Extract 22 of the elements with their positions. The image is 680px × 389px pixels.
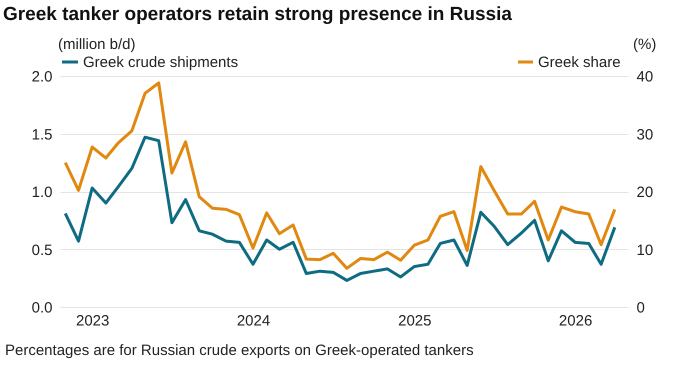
x-tick-label: 2026: [558, 312, 592, 330]
y-tick-label: 0.0: [32, 300, 52, 316]
y2-tick-label: 30: [636, 126, 654, 144]
chart-title: Greek tanker operators retain strong presence in Russia: [3, 4, 512, 25]
text: Percentages are for Russian crude exports on Greek-operated tankers: [5, 342, 474, 359]
y-tick-label: 0.5: [32, 242, 52, 259]
y2-tick-label: 40: [636, 68, 654, 86]
y2-tick-label: 0: [636, 300, 645, 316]
x-tick-label: 2024: [236, 312, 270, 330]
y2-tick-label: 20: [636, 184, 654, 201]
y-tick-label: 1.5: [32, 126, 52, 144]
y-tick-label: 2.0: [32, 68, 52, 86]
y2-tick-label: 10: [636, 242, 654, 259]
legend-label: Greek crude shipments: [83, 54, 238, 71]
legend-label: Greek share: [538, 54, 621, 71]
line-series: [64, 136, 616, 282]
x-tick-label: 2025: [398, 312, 432, 330]
y-tick-label: 1.0: [32, 184, 52, 201]
y-axis-title: (million b/d): [58, 36, 136, 53]
line-series: [64, 81, 616, 270]
x-tick-label: 2023: [76, 312, 110, 330]
y2-axis-title: (%): [633, 36, 656, 53]
